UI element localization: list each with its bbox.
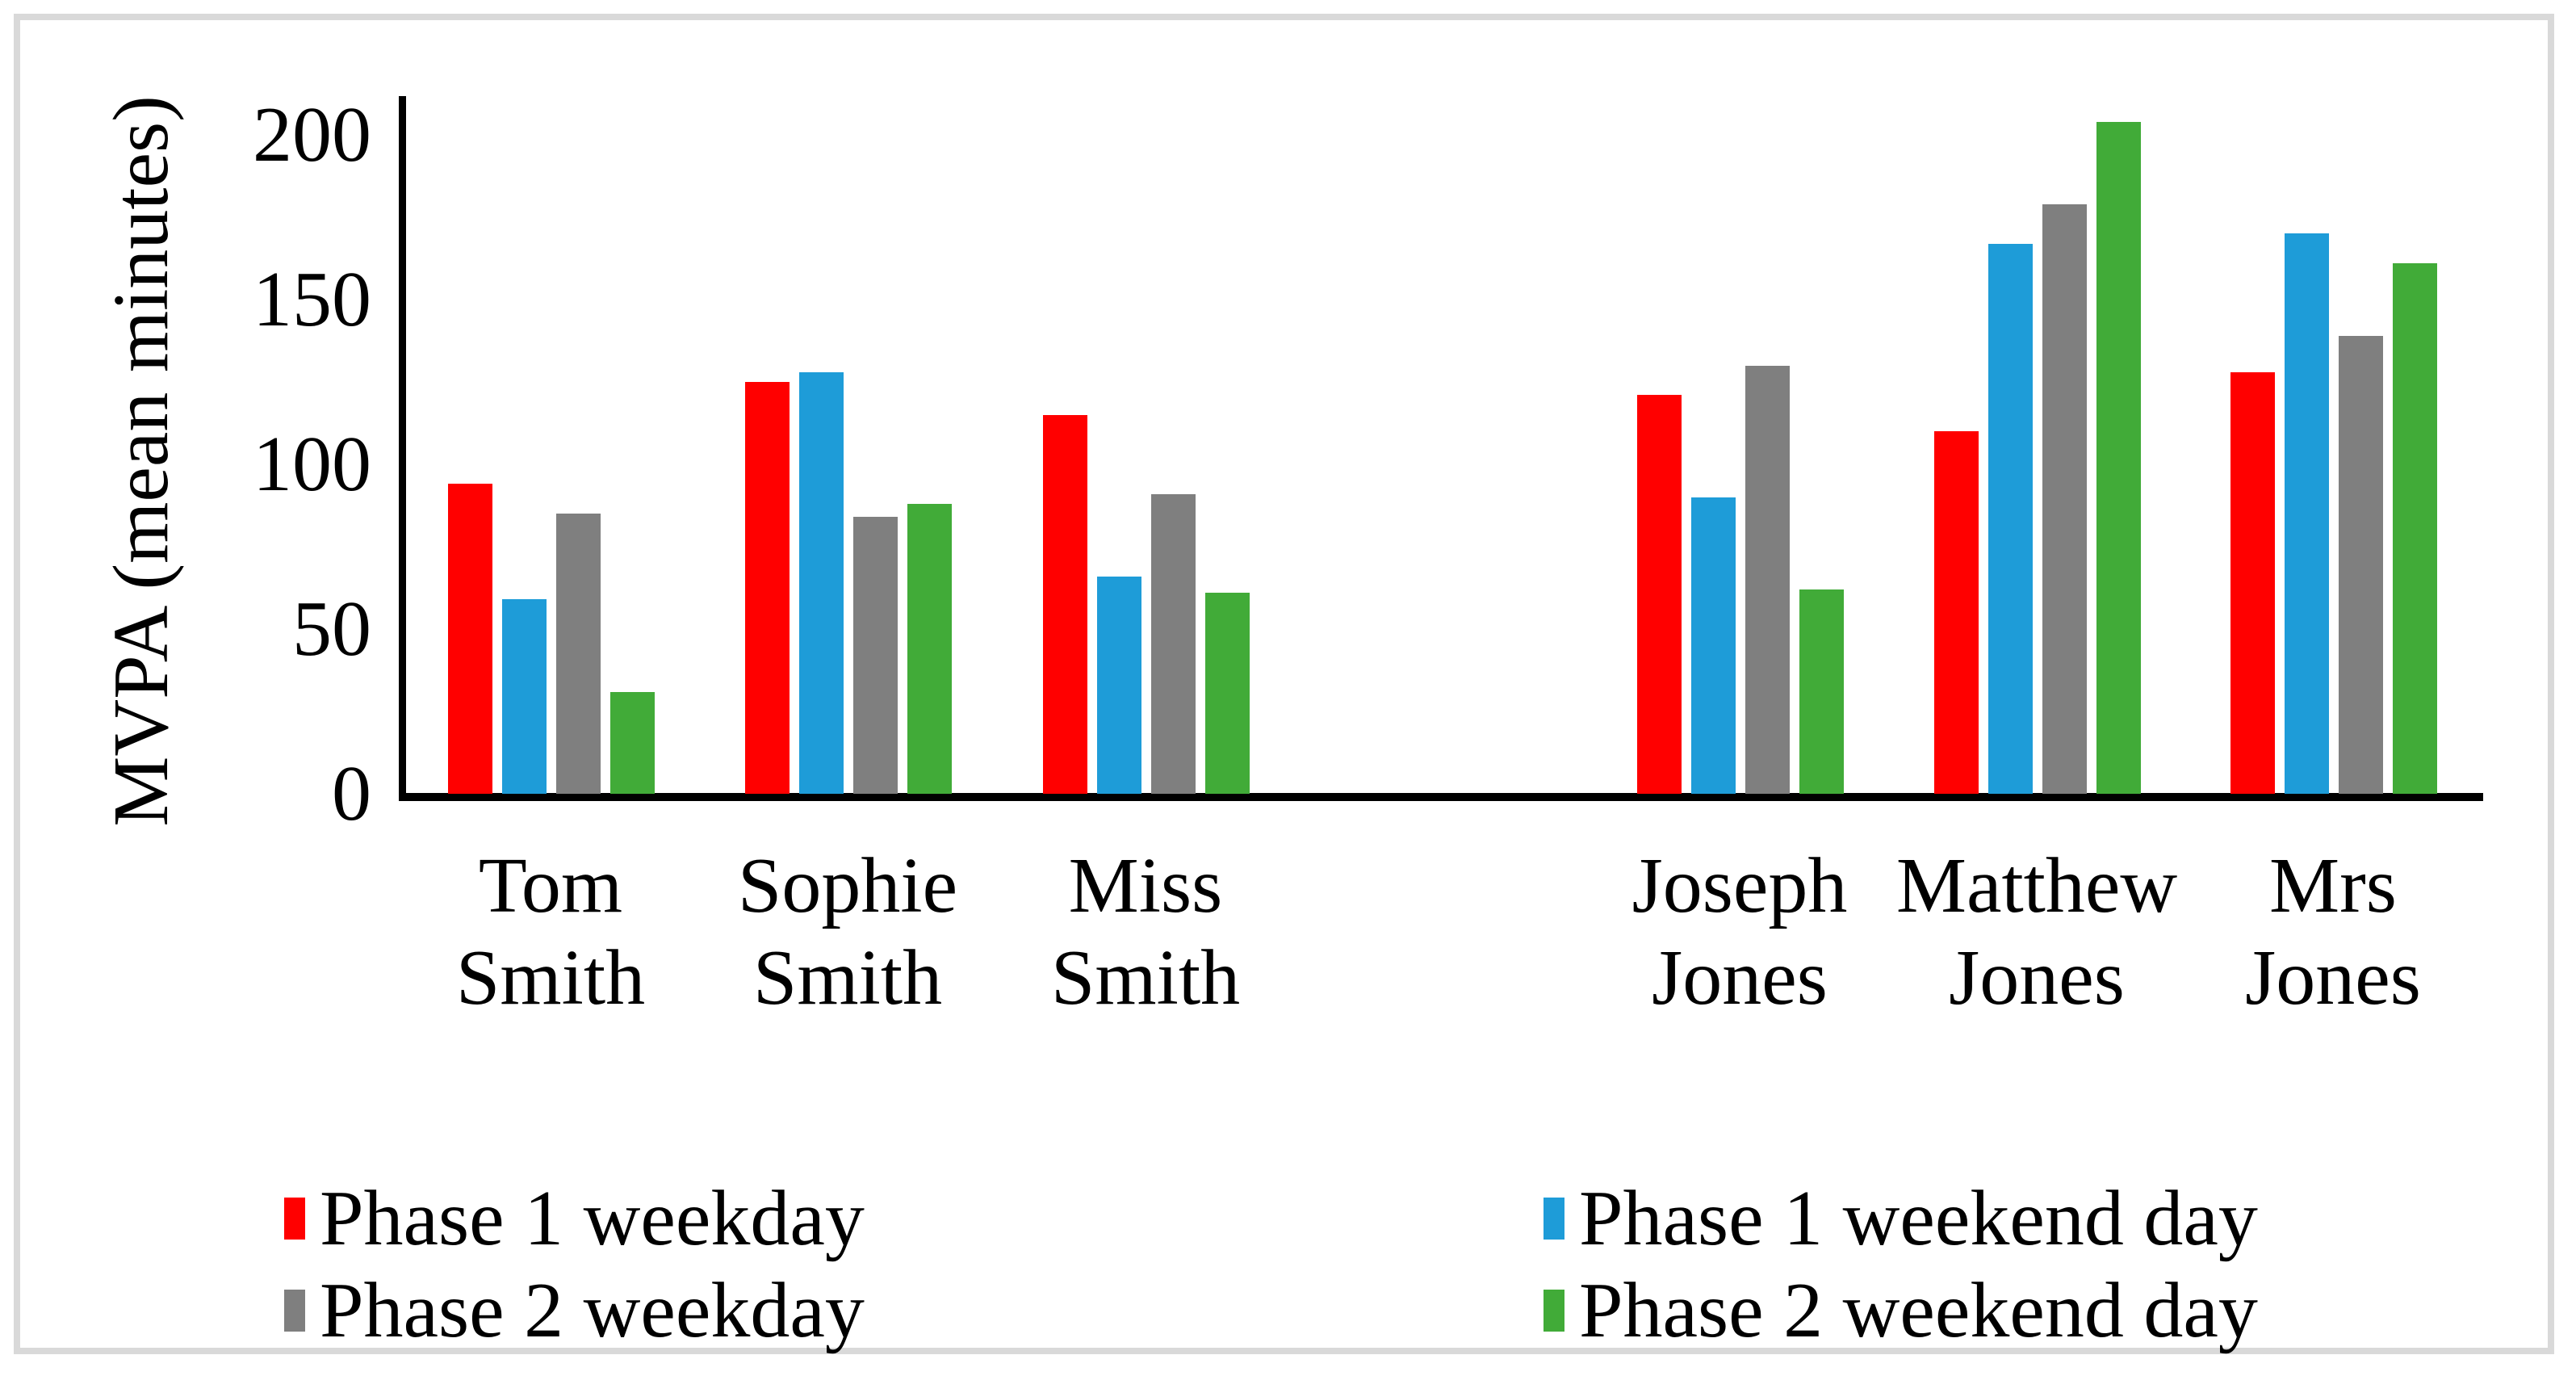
legend-swatch-phase-2-weekday <box>284 1290 305 1332</box>
bar-phase-1-weekend-day-joseph-jones <box>1691 497 1736 794</box>
x-axis-line <box>399 793 2483 801</box>
bar-phase-1-weekend-day-miss-smith <box>1097 576 1141 794</box>
bar-phase-1-weekday-miss-smith <box>1043 414 1087 794</box>
bar-phase-1-weekday-tom-smith <box>448 484 492 794</box>
y-tick-label-150: 150 <box>253 256 371 343</box>
y-tick-label-0: 0 <box>332 750 371 837</box>
category-label-joseph-jones: Joseph Jones <box>1631 842 1848 1022</box>
bar-phase-2-weekend-day-mrs-jones <box>2393 263 2437 794</box>
bar-phase-2-weekend-day-joseph-jones <box>1799 589 1844 794</box>
legend-swatch-phase-2-weekend-day <box>1544 1290 1564 1332</box>
bar-phase-1-weekday-sophie-smith <box>745 382 790 794</box>
bar-phase-2-weekend-day-miss-smith <box>1205 593 1250 794</box>
category-label-tom-smith: Tom Smith <box>455 842 646 1022</box>
bar-phase-2-weekend-day-tom-smith <box>610 691 655 794</box>
bar-phase-1-weekend-day-sophie-smith <box>799 371 844 794</box>
bar-phase-1-weekend-day-tom-smith <box>502 599 547 794</box>
bar-phase-2-weekday-joseph-jones <box>1745 365 1790 794</box>
bar-phase-1-weekday-matthew-jones <box>1934 431 1979 794</box>
legend-label-phase-2-weekend-day: Phase 2 weekend day <box>1579 1267 2258 1354</box>
bar-phase-2-weekday-mrs-jones <box>2339 335 2383 794</box>
bar-phase-1-weekend-day-matthew-jones <box>1988 243 2033 794</box>
legend-label-phase-1-weekend-day: Phase 1 weekend day <box>1579 1175 2258 1262</box>
category-label-mrs-jones: Mrs Jones <box>2245 842 2421 1022</box>
bar-phase-2-weekend-day-matthew-jones <box>2096 121 2141 794</box>
category-label-matthew-jones: Matthew Jones <box>1895 842 2178 1022</box>
bar-phase-2-weekday-sophie-smith <box>853 517 898 794</box>
legend-swatch-phase-1-weekend-day <box>1544 1198 1564 1240</box>
category-label-miss-smith: Miss Smith <box>1050 842 1241 1022</box>
bar-phase-1-weekend-day-mrs-jones <box>2285 233 2329 794</box>
bar-phase-2-weekday-miss-smith <box>1151 493 1196 794</box>
bar-phase-2-weekday-matthew-jones <box>2042 203 2087 794</box>
legend-label-phase-1-weekday: Phase 1 weekday <box>320 1175 865 1262</box>
bar-phase-2-weekday-tom-smith <box>556 514 601 794</box>
y-tick-label-50: 50 <box>292 585 371 673</box>
legend-swatch-phase-1-weekday <box>284 1198 305 1240</box>
bar-phase-1-weekday-mrs-jones <box>2230 371 2275 794</box>
category-label-sophie-smith: Sophie Smith <box>737 842 958 1022</box>
y-tick-label-100: 100 <box>253 421 371 508</box>
bar-phase-2-weekend-day-sophie-smith <box>907 503 952 794</box>
bar-phase-1-weekday-joseph-jones <box>1637 395 1682 794</box>
y-tick-label-200: 200 <box>253 91 371 178</box>
legend-label-phase-2-weekday: Phase 2 weekday <box>320 1267 865 1354</box>
chart-border-frame <box>14 14 2554 1354</box>
y-axis-line <box>399 96 406 801</box>
